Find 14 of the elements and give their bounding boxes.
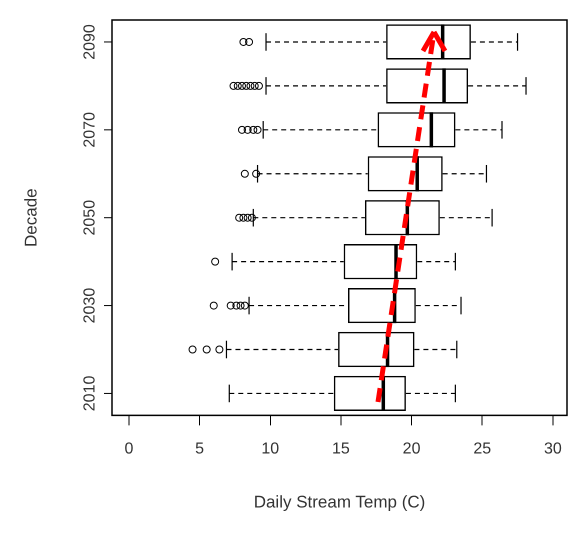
x-tick-label: 0	[124, 440, 134, 458]
y-tick-label: 2090	[81, 24, 98, 60]
x-axis-title: Daily Stream Temp (C)	[254, 492, 426, 512]
x-tick-label: 5	[195, 440, 204, 458]
y-tick-label: 2010	[81, 376, 98, 412]
x-tick-label: 25	[473, 440, 492, 458]
y-tick-label: 2050	[81, 200, 98, 236]
x-tick-label: 30	[544, 440, 562, 458]
x-tick-label: 20	[402, 440, 421, 458]
y-tick-label: 2030	[81, 288, 98, 324]
x-tick-label: 15	[332, 440, 350, 458]
y-axis-title: Decade	[22, 188, 41, 248]
y-tick-label: 2070	[81, 112, 98, 148]
x-tick-label: 10	[261, 440, 280, 458]
